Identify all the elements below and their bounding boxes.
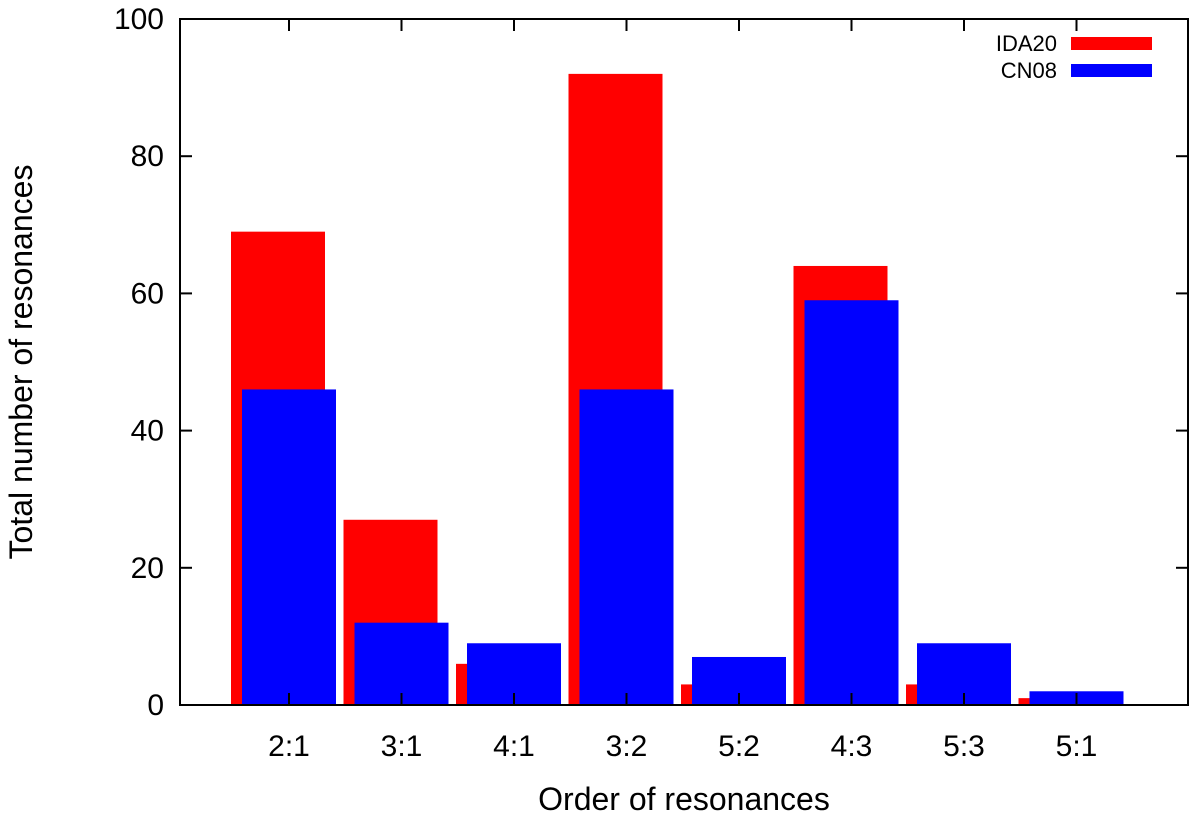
- plot-frame: [179, 18, 1189, 706]
- legend-swatch-cn08: [1071, 64, 1152, 77]
- x-tick-label: 2:1: [268, 730, 310, 763]
- ticks-layer: 0 20 40 60 80 100 2:1 3:1 4:1 3:2 5:2 4:3 5:3 5:1: [114, 3, 1188, 763]
- x-tick-label: 3:1: [381, 730, 423, 763]
- y-tick-label: 80: [131, 140, 164, 173]
- x-tick-label: 3:2: [606, 730, 648, 763]
- legend-label-cn08: CN08: [1001, 58, 1057, 83]
- legend-swatch-ida20: [1071, 37, 1152, 50]
- y-tick-label: 40: [131, 415, 164, 448]
- bar-cn08-3-2: [579, 389, 674, 705]
- x-axis-title: Order of resonances: [538, 781, 830, 817]
- y-tick-label: 60: [131, 277, 164, 310]
- x-tick-label: 5:3: [943, 730, 985, 763]
- legend-label-ida20: IDA20: [996, 31, 1057, 56]
- x-tick-label: 4:3: [831, 730, 873, 763]
- y-tick-label: 20: [131, 552, 164, 585]
- y-tick-label: 100: [114, 3, 164, 36]
- bar-cn08-4-3: [804, 300, 899, 705]
- x-tick-label: 4:1: [493, 730, 535, 763]
- y-tick-label: 0: [147, 689, 164, 722]
- bars-layer: [231, 73, 1124, 705]
- x-tick-label: 5:2: [718, 730, 760, 763]
- y-axis-title: Total number of resonances: [3, 165, 39, 560]
- x-tick-label: 5:1: [1056, 730, 1098, 763]
- bar-cn08-2-1: [242, 389, 336, 705]
- bar-cn08-3-1: [354, 622, 449, 705]
